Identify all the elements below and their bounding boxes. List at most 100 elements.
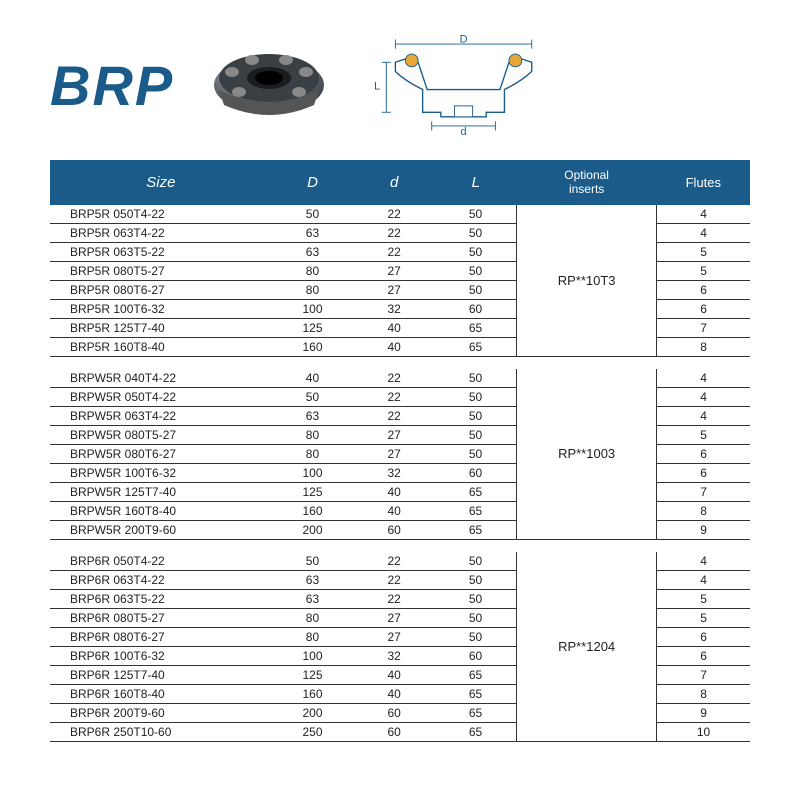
cell-d: 32 <box>353 646 435 665</box>
svg-text:d: d <box>461 126 467 135</box>
cell-D: 50 <box>272 552 354 571</box>
cell-D: 50 <box>272 387 354 406</box>
cell-L: 50 <box>435 608 517 627</box>
col-header-L: L <box>435 160 517 205</box>
cell-size: BRP5R 100T6-32 <box>50 299 272 318</box>
cell-d: 22 <box>353 387 435 406</box>
cell-D: 200 <box>272 703 354 722</box>
spec-table: BRP6R 050T4-22502250RP**12044BRP6R 063T4… <box>50 552 750 742</box>
spec-table: SizeDdLOptionalinsertsFlutesBRP5R 050T4-… <box>50 160 750 357</box>
cell-D: 100 <box>272 299 354 318</box>
cell-D: 100 <box>272 646 354 665</box>
cell-L: 65 <box>435 703 517 722</box>
spec-table-group: SizeDdLOptionalinsertsFlutesBRP5R 050T4-… <box>50 160 750 357</box>
header-row: BRP D <box>50 30 750 140</box>
cell-d: 40 <box>353 501 435 520</box>
cell-d: 32 <box>353 463 435 482</box>
cell-optional-insert: RP**1204 <box>517 552 657 742</box>
cell-optional-insert: RP**10T3 <box>517 205 657 357</box>
cell-d: 22 <box>353 369 435 388</box>
col-header-D: D <box>272 160 354 205</box>
cell-d: 60 <box>353 722 435 741</box>
cell-D: 125 <box>272 482 354 501</box>
cell-d: 32 <box>353 299 435 318</box>
product-photo <box>204 30 334 140</box>
table-row: BRPW5R 040T4-22402250RP**10034 <box>50 369 750 388</box>
cell-D: 40 <box>272 369 354 388</box>
table-row: BRP5R 050T4-22502250RP**10T34 <box>50 205 750 224</box>
cell-size: BRP6R 100T6-32 <box>50 646 272 665</box>
cell-size: BRP5R 063T5-22 <box>50 242 272 261</box>
cell-D: 50 <box>272 205 354 224</box>
col-header-optional: Optionalinserts <box>517 160 657 205</box>
cell-flutes: 9 <box>657 703 750 722</box>
cell-d: 27 <box>353 627 435 646</box>
cell-size: BRPW5R 080T5-27 <box>50 425 272 444</box>
cell-size: BRP5R 050T4-22 <box>50 205 272 224</box>
cell-size: BRP6R 080T5-27 <box>50 608 272 627</box>
cell-d: 27 <box>353 261 435 280</box>
cell-flutes: 4 <box>657 205 750 224</box>
cell-flutes: 4 <box>657 552 750 571</box>
col-header-flutes: Flutes <box>657 160 750 205</box>
cell-d: 40 <box>353 337 435 356</box>
cell-flutes: 6 <box>657 280 750 299</box>
cell-flutes: 4 <box>657 387 750 406</box>
cell-flutes: 7 <box>657 318 750 337</box>
cell-d: 27 <box>353 444 435 463</box>
cell-d: 22 <box>353 242 435 261</box>
cell-size: BRPW5R 080T6-27 <box>50 444 272 463</box>
cell-D: 160 <box>272 684 354 703</box>
cell-D: 160 <box>272 337 354 356</box>
cell-size: BRPW5R 200T9-60 <box>50 520 272 539</box>
cell-d: 22 <box>353 406 435 425</box>
cell-flutes: 5 <box>657 608 750 627</box>
cell-d: 60 <box>353 703 435 722</box>
cell-D: 80 <box>272 425 354 444</box>
col-header-d: d <box>353 160 435 205</box>
cell-L: 65 <box>435 722 517 741</box>
cell-size: BRP5R 125T7-40 <box>50 318 272 337</box>
cell-flutes: 5 <box>657 261 750 280</box>
cell-d: 40 <box>353 684 435 703</box>
cell-flutes: 10 <box>657 722 750 741</box>
cell-D: 80 <box>272 261 354 280</box>
spec-table: BRPW5R 040T4-22402250RP**10034BRPW5R 050… <box>50 369 750 540</box>
cell-size: BRP6R 080T6-27 <box>50 627 272 646</box>
cell-size: BRP6R 063T5-22 <box>50 589 272 608</box>
cell-L: 65 <box>435 482 517 501</box>
cell-d: 22 <box>353 223 435 242</box>
cell-d: 22 <box>353 589 435 608</box>
cell-flutes: 7 <box>657 665 750 684</box>
cell-size: BRPW5R 160T8-40 <box>50 501 272 520</box>
cell-d: 40 <box>353 482 435 501</box>
cell-size: BRP6R 125T7-40 <box>50 665 272 684</box>
cell-d: 60 <box>353 520 435 539</box>
cell-flutes: 4 <box>657 406 750 425</box>
cell-L: 50 <box>435 223 517 242</box>
product-title: BRP <box>50 53 174 118</box>
cell-D: 250 <box>272 722 354 741</box>
col-header-size: Size <box>50 160 272 205</box>
cell-D: 63 <box>272 242 354 261</box>
cell-d: 22 <box>353 205 435 224</box>
cell-L: 50 <box>435 627 517 646</box>
cell-L: 50 <box>435 444 517 463</box>
table-row: BRP6R 050T4-22502250RP**12044 <box>50 552 750 571</box>
cell-flutes: 8 <box>657 501 750 520</box>
cell-flutes: 6 <box>657 627 750 646</box>
cell-flutes: 6 <box>657 646 750 665</box>
cell-L: 50 <box>435 280 517 299</box>
cell-L: 65 <box>435 665 517 684</box>
spec-table-group: BRPW5R 040T4-22402250RP**10034BRPW5R 050… <box>50 369 750 540</box>
cell-L: 50 <box>435 205 517 224</box>
cell-flutes: 5 <box>657 242 750 261</box>
cell-D: 160 <box>272 501 354 520</box>
cell-d: 27 <box>353 608 435 627</box>
cell-L: 50 <box>435 570 517 589</box>
cell-L: 50 <box>435 589 517 608</box>
cell-flutes: 9 <box>657 520 750 539</box>
cell-size: BRPW5R 125T7-40 <box>50 482 272 501</box>
cell-d: 22 <box>353 552 435 571</box>
svg-text:L: L <box>374 81 380 93</box>
